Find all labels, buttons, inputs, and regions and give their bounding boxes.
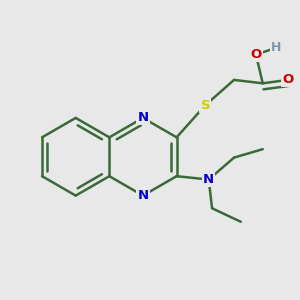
Text: N: N (137, 189, 148, 202)
Text: O: O (250, 48, 262, 61)
Text: N: N (137, 111, 148, 124)
Text: N: N (203, 173, 214, 186)
Text: S: S (200, 99, 210, 112)
Text: O: O (282, 74, 294, 86)
Text: H: H (271, 41, 281, 54)
